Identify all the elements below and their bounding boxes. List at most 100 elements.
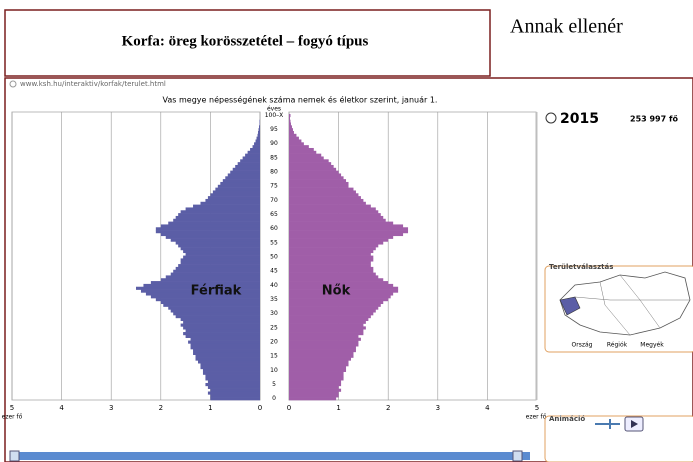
bar bbox=[289, 119, 291, 123]
bar bbox=[230, 170, 260, 174]
bar bbox=[200, 201, 260, 205]
bar bbox=[289, 193, 359, 197]
x-axis-label: ezer fő bbox=[2, 414, 23, 421]
bar bbox=[289, 142, 304, 146]
bar bbox=[170, 238, 260, 242]
y-tick-label: 15 bbox=[270, 353, 278, 360]
bar bbox=[289, 201, 366, 205]
bar bbox=[240, 159, 260, 163]
bar bbox=[202, 371, 260, 375]
bar bbox=[289, 283, 394, 288]
x-tick-label: 5 bbox=[10, 404, 14, 412]
bar bbox=[178, 213, 260, 217]
y-tick-label: 45 bbox=[270, 268, 278, 275]
map-borders bbox=[574, 274, 690, 336]
bar bbox=[289, 329, 364, 333]
area-option[interactable]: Megyék bbox=[640, 342, 664, 349]
bar bbox=[289, 215, 384, 220]
bar bbox=[207, 391, 260, 395]
bar bbox=[289, 196, 361, 200]
bar bbox=[183, 255, 260, 259]
bar bbox=[225, 176, 260, 180]
slider-left[interactable] bbox=[9, 450, 20, 462]
y-tick-label: 50 bbox=[270, 254, 278, 261]
area-title: Területválasztás bbox=[549, 263, 613, 271]
bar bbox=[289, 114, 291, 118]
bar bbox=[183, 332, 260, 336]
y-tick-label: 70 bbox=[270, 197, 278, 204]
bar bbox=[289, 150, 317, 154]
y-tick-label: 35 bbox=[270, 296, 278, 303]
bar bbox=[289, 300, 384, 305]
bar bbox=[289, 374, 344, 378]
caption: Korfa: öreg korösszetétel – fogyó típus bbox=[122, 33, 369, 49]
speed-slider[interactable] bbox=[595, 419, 620, 429]
bar bbox=[289, 125, 292, 129]
x-tick-label: 3 bbox=[436, 404, 440, 412]
bar bbox=[140, 289, 260, 293]
bar bbox=[185, 329, 260, 333]
bar bbox=[289, 289, 399, 293]
bar bbox=[289, 388, 342, 392]
bar bbox=[207, 380, 260, 384]
bar bbox=[289, 346, 356, 350]
bar bbox=[289, 221, 394, 225]
area-option[interactable]: Régiók bbox=[607, 342, 628, 349]
bar bbox=[289, 309, 376, 313]
bar bbox=[289, 380, 342, 384]
slider-handle[interactable] bbox=[512, 450, 523, 462]
time-slider[interactable] bbox=[10, 452, 530, 460]
bar bbox=[200, 363, 260, 367]
x-tick-label: 4 bbox=[485, 404, 490, 412]
bar bbox=[185, 207, 260, 211]
y-tick-label: 40 bbox=[270, 282, 278, 289]
bar bbox=[289, 213, 381, 217]
bar bbox=[289, 385, 339, 389]
map-selected-county[interactable] bbox=[559, 296, 581, 316]
bar bbox=[252, 145, 260, 149]
bar bbox=[188, 340, 260, 344]
bar bbox=[168, 221, 260, 225]
year: 2015 bbox=[560, 111, 599, 127]
y-tick-label: 95 bbox=[270, 126, 278, 133]
bar bbox=[255, 139, 260, 143]
series-label: Nők bbox=[322, 283, 351, 298]
bar bbox=[155, 230, 260, 234]
bar bbox=[289, 198, 364, 203]
bar bbox=[289, 133, 297, 137]
bar bbox=[173, 269, 260, 273]
bar bbox=[289, 317, 369, 322]
bar bbox=[220, 181, 260, 186]
bar bbox=[289, 230, 409, 234]
bar bbox=[289, 255, 374, 259]
bar bbox=[289, 130, 294, 135]
bar bbox=[227, 173, 260, 177]
bar bbox=[195, 354, 260, 358]
bar bbox=[202, 368, 260, 372]
bar bbox=[289, 261, 371, 265]
bar bbox=[215, 187, 260, 191]
bar bbox=[155, 298, 260, 302]
bar bbox=[289, 170, 339, 174]
bar bbox=[193, 351, 260, 355]
info-icon[interactable] bbox=[545, 112, 557, 124]
y-tick-label: 75 bbox=[270, 183, 278, 190]
y-tick-label: 10 bbox=[270, 367, 278, 374]
bar bbox=[160, 224, 260, 228]
x-tick-label: 1 bbox=[208, 404, 212, 412]
bar bbox=[289, 354, 354, 358]
area-option[interactable]: Ország bbox=[572, 342, 593, 349]
bar bbox=[289, 181, 349, 186]
bar bbox=[289, 122, 291, 126]
y-tick-label: 30 bbox=[270, 310, 278, 317]
bar bbox=[289, 397, 337, 401]
bar bbox=[165, 235, 260, 239]
bar bbox=[289, 351, 354, 355]
bar bbox=[198, 360, 260, 364]
bar bbox=[289, 281, 389, 285]
bar bbox=[289, 349, 356, 353]
bar bbox=[160, 278, 260, 282]
bar bbox=[289, 159, 329, 163]
bar bbox=[210, 397, 260, 401]
